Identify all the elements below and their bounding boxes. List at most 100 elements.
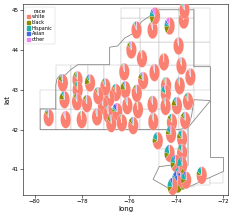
Wedge shape — [173, 37, 184, 55]
Wedge shape — [81, 111, 82, 120]
Wedge shape — [181, 113, 185, 121]
Wedge shape — [126, 97, 127, 106]
Polygon shape — [179, 109, 194, 130]
Wedge shape — [161, 77, 171, 95]
Wedge shape — [177, 78, 180, 86]
Wedge shape — [178, 175, 183, 190]
Wedge shape — [148, 113, 158, 130]
Wedge shape — [107, 90, 110, 98]
Wedge shape — [150, 16, 155, 23]
Wedge shape — [187, 92, 188, 101]
Wedge shape — [82, 95, 92, 113]
Wedge shape — [178, 77, 180, 86]
Wedge shape — [135, 21, 137, 30]
Wedge shape — [176, 173, 181, 181]
Wedge shape — [172, 177, 178, 187]
Wedge shape — [64, 111, 66, 120]
Polygon shape — [169, 169, 183, 189]
Wedge shape — [124, 98, 127, 106]
Polygon shape — [179, 42, 194, 65]
Wedge shape — [116, 103, 117, 112]
Polygon shape — [121, 65, 140, 90]
Wedge shape — [96, 108, 97, 117]
Wedge shape — [77, 81, 78, 90]
Polygon shape — [159, 42, 179, 65]
Wedge shape — [86, 75, 90, 83]
Wedge shape — [157, 132, 158, 141]
Wedge shape — [159, 53, 169, 71]
Wedge shape — [75, 71, 77, 80]
Wedge shape — [180, 173, 181, 181]
Wedge shape — [165, 22, 170, 26]
Polygon shape — [159, 109, 179, 130]
Polygon shape — [121, 109, 140, 130]
Wedge shape — [179, 77, 180, 86]
Wedge shape — [120, 114, 122, 123]
Wedge shape — [89, 74, 90, 83]
Wedge shape — [103, 106, 113, 123]
Wedge shape — [201, 167, 202, 175]
Wedge shape — [184, 94, 188, 101]
Wedge shape — [170, 125, 171, 134]
Wedge shape — [161, 86, 166, 94]
Wedge shape — [63, 91, 65, 100]
Wedge shape — [74, 82, 78, 90]
Polygon shape — [56, 109, 71, 130]
Wedge shape — [172, 97, 182, 114]
Wedge shape — [134, 22, 137, 30]
Wedge shape — [104, 78, 105, 87]
Wedge shape — [176, 97, 177, 106]
Wedge shape — [165, 26, 170, 33]
Wedge shape — [62, 91, 65, 100]
Wedge shape — [181, 3, 184, 10]
Wedge shape — [80, 111, 82, 120]
Wedge shape — [169, 178, 178, 195]
Wedge shape — [150, 96, 153, 105]
Wedge shape — [115, 84, 116, 92]
Wedge shape — [117, 114, 127, 132]
Wedge shape — [129, 41, 131, 50]
Wedge shape — [178, 167, 179, 175]
Wedge shape — [95, 108, 97, 117]
Wedge shape — [141, 50, 142, 59]
Wedge shape — [108, 90, 110, 98]
Wedge shape — [151, 9, 155, 16]
Wedge shape — [167, 114, 177, 131]
Wedge shape — [121, 114, 122, 123]
Wedge shape — [45, 110, 49, 118]
Wedge shape — [121, 114, 122, 123]
Wedge shape — [149, 64, 160, 81]
Wedge shape — [166, 125, 176, 143]
Wedge shape — [152, 21, 153, 30]
Polygon shape — [88, 90, 104, 109]
Wedge shape — [77, 81, 78, 90]
Wedge shape — [76, 93, 77, 102]
Wedge shape — [126, 41, 137, 59]
Wedge shape — [100, 78, 111, 96]
Wedge shape — [64, 111, 66, 120]
Wedge shape — [106, 106, 108, 114]
Polygon shape — [71, 65, 88, 90]
Wedge shape — [72, 71, 83, 89]
Polygon shape — [179, 65, 194, 90]
Polygon shape — [121, 18, 140, 42]
Wedge shape — [167, 17, 175, 35]
Wedge shape — [128, 42, 131, 50]
Wedge shape — [106, 115, 117, 132]
Wedge shape — [161, 98, 171, 115]
Wedge shape — [181, 173, 186, 186]
Wedge shape — [128, 117, 139, 134]
Wedge shape — [59, 93, 65, 100]
Wedge shape — [101, 97, 103, 106]
Wedge shape — [166, 17, 170, 26]
Wedge shape — [137, 50, 147, 67]
Wedge shape — [181, 2, 184, 10]
Polygon shape — [140, 8, 159, 18]
Wedge shape — [141, 50, 142, 59]
Wedge shape — [108, 90, 110, 98]
Wedge shape — [152, 96, 153, 105]
Wedge shape — [86, 95, 87, 104]
Wedge shape — [189, 69, 190, 77]
Polygon shape — [40, 109, 56, 130]
Wedge shape — [161, 85, 171, 103]
